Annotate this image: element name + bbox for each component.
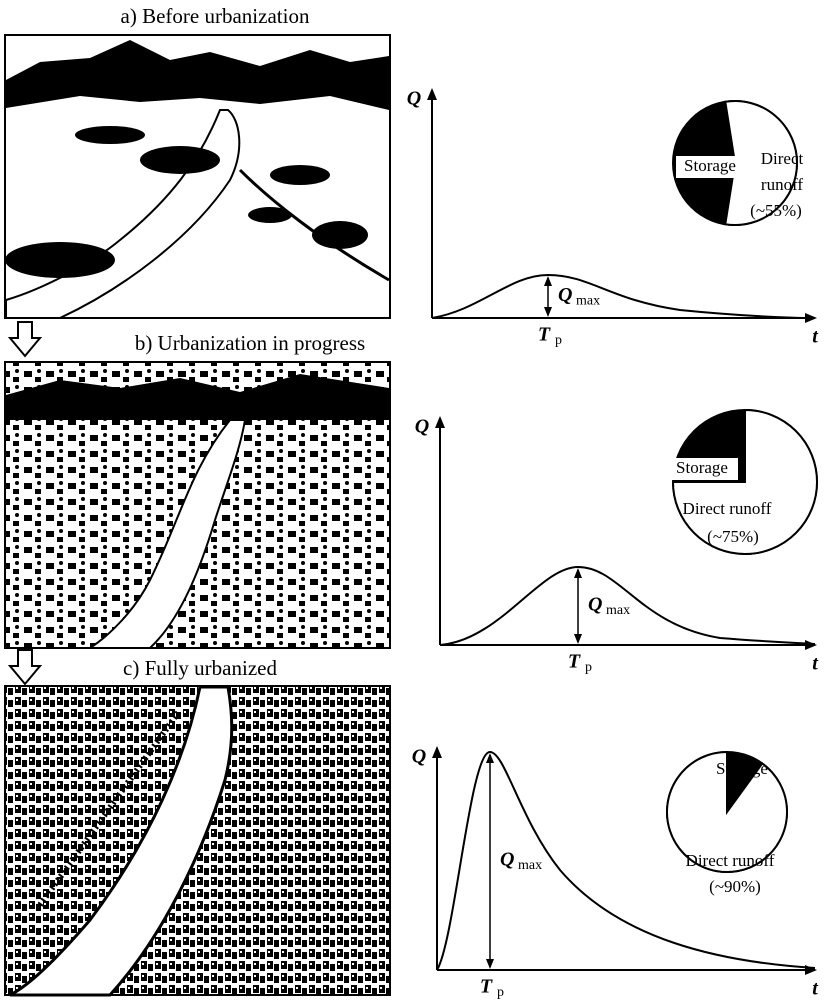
runoff-label: Direct xyxy=(761,149,804,168)
storage-label-box xyxy=(666,458,738,480)
x-axis-label: t xyxy=(812,978,819,1000)
peak-arrow-head xyxy=(486,959,494,969)
peak-time-subscript: p xyxy=(585,660,592,675)
peak-time-label: T xyxy=(480,976,493,998)
progress-arrow xyxy=(7,321,43,358)
y-axis-arrow xyxy=(435,416,445,428)
peak-time-label: T xyxy=(568,651,581,673)
storage-label: Storage xyxy=(684,156,736,175)
hydrograph-curve xyxy=(431,273,816,319)
peak-arrow-head xyxy=(574,568,582,578)
runoff-slice xyxy=(724,100,798,226)
peak-arrow-head xyxy=(574,634,582,644)
panel-caption: b) Urbanization in progress xyxy=(135,331,365,355)
peak-subscript: max xyxy=(576,294,600,309)
peak-time-subscript: p xyxy=(555,333,562,348)
runoff-value-label: (~90%) xyxy=(709,877,761,896)
peak-label: Q xyxy=(588,594,602,616)
runoff-label: runoff xyxy=(761,175,804,194)
storage-label: Storage xyxy=(676,458,728,477)
hydrograph-curve xyxy=(436,750,816,971)
runoff-value-label: (~55%) xyxy=(750,201,802,220)
peak-subscript: max xyxy=(606,603,630,618)
storage-label: Storage xyxy=(716,759,768,778)
y-axis-label: Q xyxy=(415,416,429,438)
runoff-label: Direct runoff xyxy=(686,851,775,870)
illustration-suburban xyxy=(4,361,391,649)
y-axis-label: Q xyxy=(407,88,421,110)
illustration-urban xyxy=(4,685,391,997)
x-axis-label: t xyxy=(812,653,819,675)
peak-arrow-head xyxy=(544,276,552,286)
storage-label-box xyxy=(676,156,744,178)
runoff-slice xyxy=(666,750,788,873)
peak-subscript: max xyxy=(518,858,542,873)
x-axis-label: t xyxy=(812,326,819,348)
panel-caption: a) Before urbanization xyxy=(121,4,310,28)
peak-time-label: T xyxy=(538,324,551,346)
runoff-slice xyxy=(671,408,818,555)
runoff-label: Direct runoff xyxy=(683,499,772,518)
peak-arrow-head xyxy=(486,753,494,763)
peak-arrow-head xyxy=(544,307,552,317)
y-axis-label: Q xyxy=(412,746,426,768)
illustration-rural xyxy=(4,34,391,319)
progress-arrow xyxy=(7,649,43,686)
y-axis-arrow xyxy=(427,88,437,100)
runoff-value-label: (~75%) xyxy=(707,527,759,546)
panel-caption: c) Fully urbanized xyxy=(123,656,277,680)
peak-time-subscript: p xyxy=(497,985,504,1000)
peak-label: Q xyxy=(500,849,514,871)
peak-label: Q xyxy=(558,284,572,306)
x-axis-arrow xyxy=(805,640,817,650)
hydrograph-curve xyxy=(439,565,816,646)
y-axis-arrow xyxy=(432,746,442,758)
